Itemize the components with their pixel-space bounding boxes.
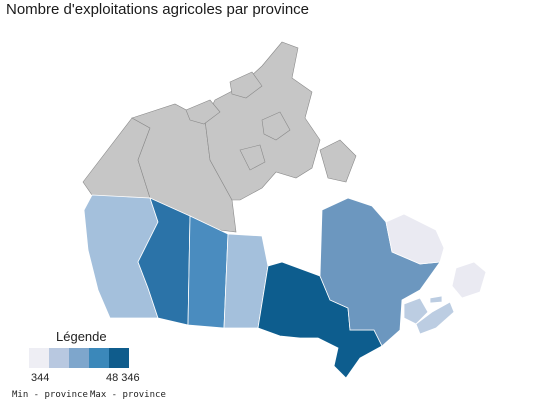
region-new-brunswick[interactable]: [403, 297, 429, 325]
region-nunavut-island-2: [185, 99, 221, 125]
region-newfoundland-island: [451, 261, 487, 299]
region-newfoundland-labrador[interactable]: [385, 213, 445, 265]
region-nunavut-island-1: [229, 71, 263, 99]
legend-swatch-5: [109, 348, 129, 368]
legend-swatches: [29, 348, 129, 368]
legend-max-value: 48 346: [106, 372, 140, 384]
region-nova-scotia[interactable]: [415, 301, 455, 335]
legend-swatch-4: [89, 348, 109, 368]
map-title: Nombre d'exploitations agricoles par pro…: [6, 1, 310, 18]
region-saskatchewan[interactable]: [187, 215, 229, 329]
region-quebec[interactable]: [319, 197, 441, 347]
legend-min-label: Min - province: [12, 390, 88, 400]
legend-max-label: Max - province: [90, 390, 166, 400]
legend-title: Légende: [56, 329, 107, 344]
region-prince-edward-island[interactable]: [429, 295, 443, 304]
legend-swatch-1: [29, 348, 49, 368]
legend-min-value: 344: [31, 372, 50, 384]
region-nunavut-island-3: [319, 139, 357, 183]
legend-swatch-2: [49, 348, 69, 368]
legend-swatch-3: [69, 348, 89, 368]
region-nunavut-island-5: [239, 144, 266, 171]
region-nunavut-island-4: [261, 111, 291, 141]
